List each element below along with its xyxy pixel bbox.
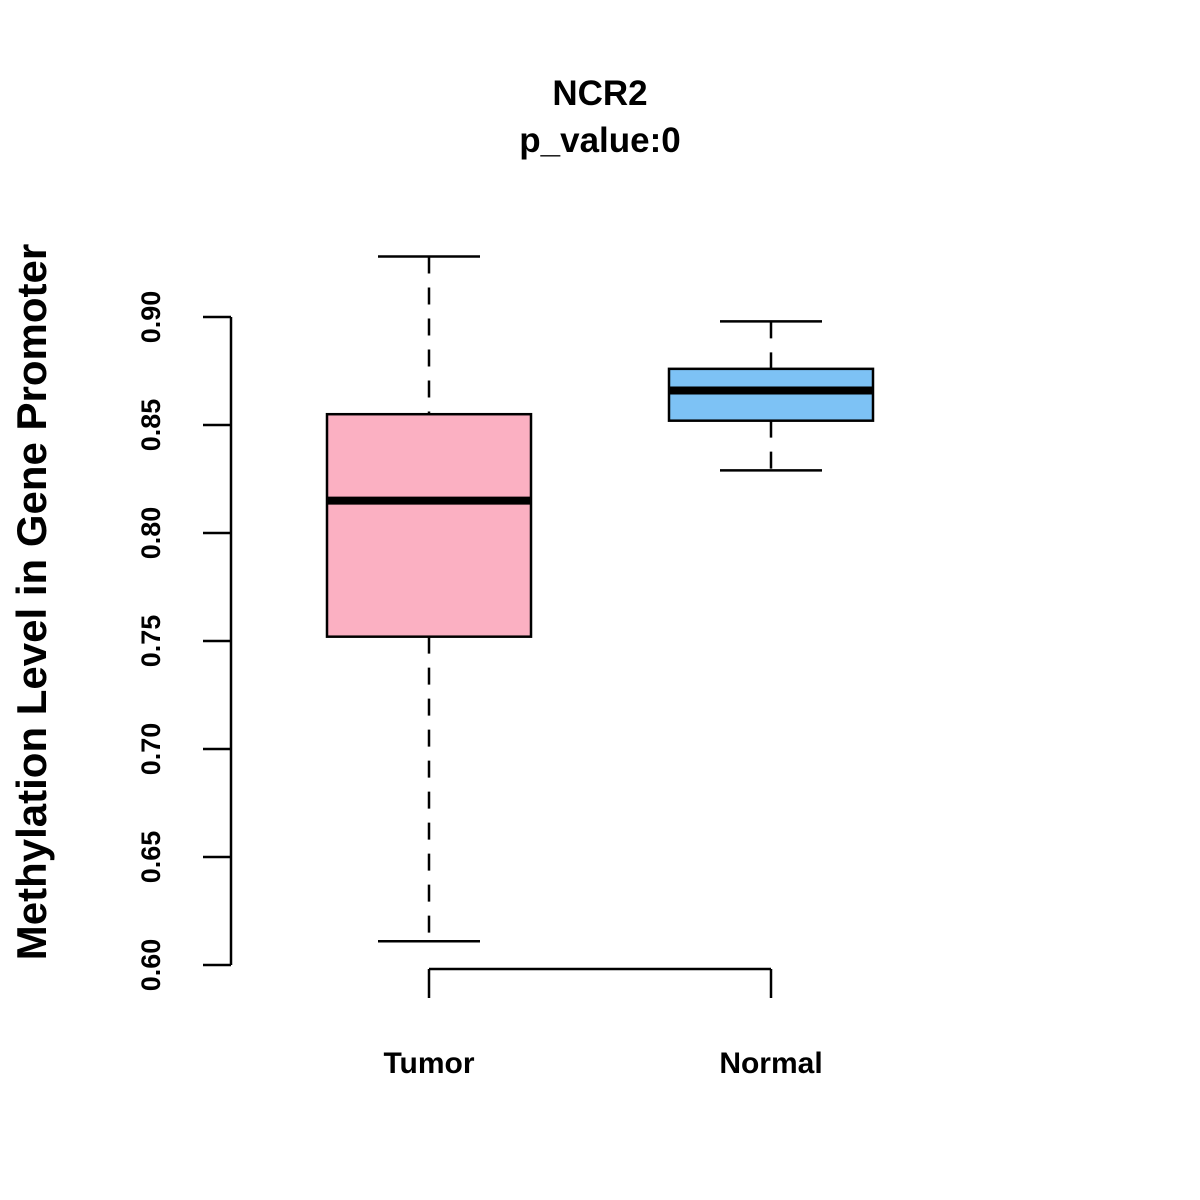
- y-tick-label: 0.70: [136, 723, 166, 776]
- chart-title: NCR2: [552, 74, 647, 113]
- boxes-group: [325, 255, 875, 943]
- y-tick-label: 0.85: [136, 399, 166, 452]
- y-tick-label: 0.80: [136, 507, 166, 560]
- iqr-box: [667, 367, 875, 422]
- y-axis-label: Methylation Level in Gene Promoter: [8, 244, 55, 960]
- y-axis: 0.60 0.65 0.70 0.75 0.80 0.85 0.90: [136, 291, 233, 992]
- y-tick-label: 0.65: [136, 831, 166, 884]
- box-normal: [667, 320, 875, 472]
- x-tick-label-tumor: Tumor: [383, 1047, 474, 1080]
- y-tick-label: 0.75: [136, 615, 166, 668]
- y-tick-label: 0.60: [136, 939, 166, 992]
- x-tick-label-normal: Normal: [719, 1047, 822, 1080]
- chart-subtitle: p_value:0: [519, 121, 680, 160]
- iqr-box: [325, 412, 533, 638]
- x-axis: Tumor Normal: [383, 967, 823, 1080]
- y-tick-label: 0.90: [136, 291, 166, 344]
- box-tumor: [325, 255, 533, 943]
